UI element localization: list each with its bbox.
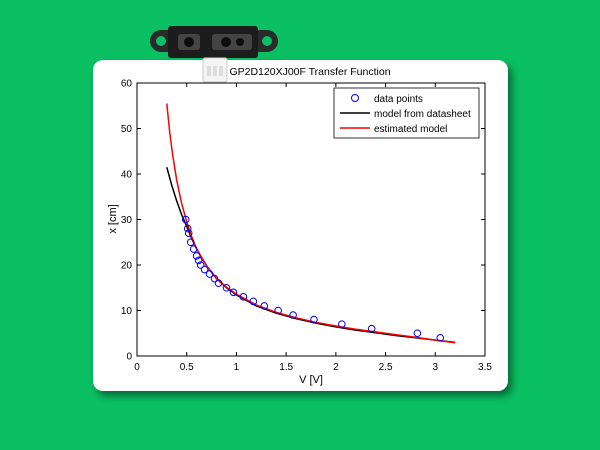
data-point bbox=[200, 265, 209, 274]
data-point bbox=[413, 329, 422, 338]
data-point bbox=[310, 315, 318, 324]
y-tick-label: 10 bbox=[121, 306, 133, 317]
data-point bbox=[194, 256, 203, 265]
data-point bbox=[196, 261, 205, 269]
data-point bbox=[274, 306, 282, 315]
data-point bbox=[249, 297, 258, 306]
data-point bbox=[229, 288, 238, 297]
x-tick-label: 0.5 bbox=[180, 362, 194, 373]
sensor-icon bbox=[150, 26, 278, 83]
x-tick-label: 1 bbox=[234, 362, 240, 373]
data-point bbox=[260, 302, 269, 310]
y-tick-label: 20 bbox=[121, 261, 133, 272]
data-point bbox=[210, 274, 219, 283]
x-axis-ticks: 0 0.5 1 1.5 2 2.5 3 3.5 bbox=[134, 83, 492, 373]
legend-label-datasheet: model from datasheet bbox=[374, 109, 471, 120]
data-point bbox=[222, 283, 231, 292]
x-axis-label: V [V] bbox=[299, 374, 323, 386]
x-tick-label: 0 bbox=[134, 362, 140, 373]
x-tick-label: 2.5 bbox=[379, 362, 393, 373]
x-tick-label: 3.5 bbox=[478, 362, 492, 373]
data-point bbox=[181, 215, 190, 224]
data-point bbox=[367, 324, 376, 333]
data-point bbox=[184, 229, 193, 237]
y-axis-label: x [cm] bbox=[107, 204, 119, 233]
data-point bbox=[192, 252, 201, 260]
data-point bbox=[289, 311, 297, 319]
series-layer bbox=[166, 103, 456, 344]
data-point bbox=[214, 279, 223, 288]
x-tick-label: 3 bbox=[433, 362, 439, 373]
legend-marker-data-points bbox=[351, 94, 359, 102]
chart-title: GP2D120XJ00F Transfer Function bbox=[229, 66, 390, 78]
data-point bbox=[205, 270, 214, 278]
data-point bbox=[239, 293, 248, 301]
data-point bbox=[338, 320, 346, 328]
y-tick-label: 30 bbox=[121, 215, 133, 226]
legend-label-estimated: estimated model bbox=[374, 124, 447, 135]
legend: data points model from datasheet estimat… bbox=[333, 87, 480, 139]
y-tick-label: 60 bbox=[121, 79, 133, 90]
data-point bbox=[189, 245, 198, 253]
data-point bbox=[183, 224, 192, 233]
series-line-model-from-datasheet bbox=[166, 167, 456, 344]
y-axis-ticks: 0 10 20 30 40 50 60 bbox=[121, 79, 485, 363]
y-tick-label: 40 bbox=[121, 170, 133, 181]
x-tick-label: 1.5 bbox=[279, 362, 293, 373]
data-point bbox=[186, 238, 195, 247]
legend-label-data-points: data points bbox=[374, 94, 423, 105]
series-line-estimated-model bbox=[166, 103, 456, 344]
x-tick-label: 2 bbox=[333, 362, 339, 373]
y-tick-label: 50 bbox=[121, 124, 133, 135]
data-point bbox=[436, 334, 445, 342]
y-tick-label: 0 bbox=[126, 352, 132, 363]
